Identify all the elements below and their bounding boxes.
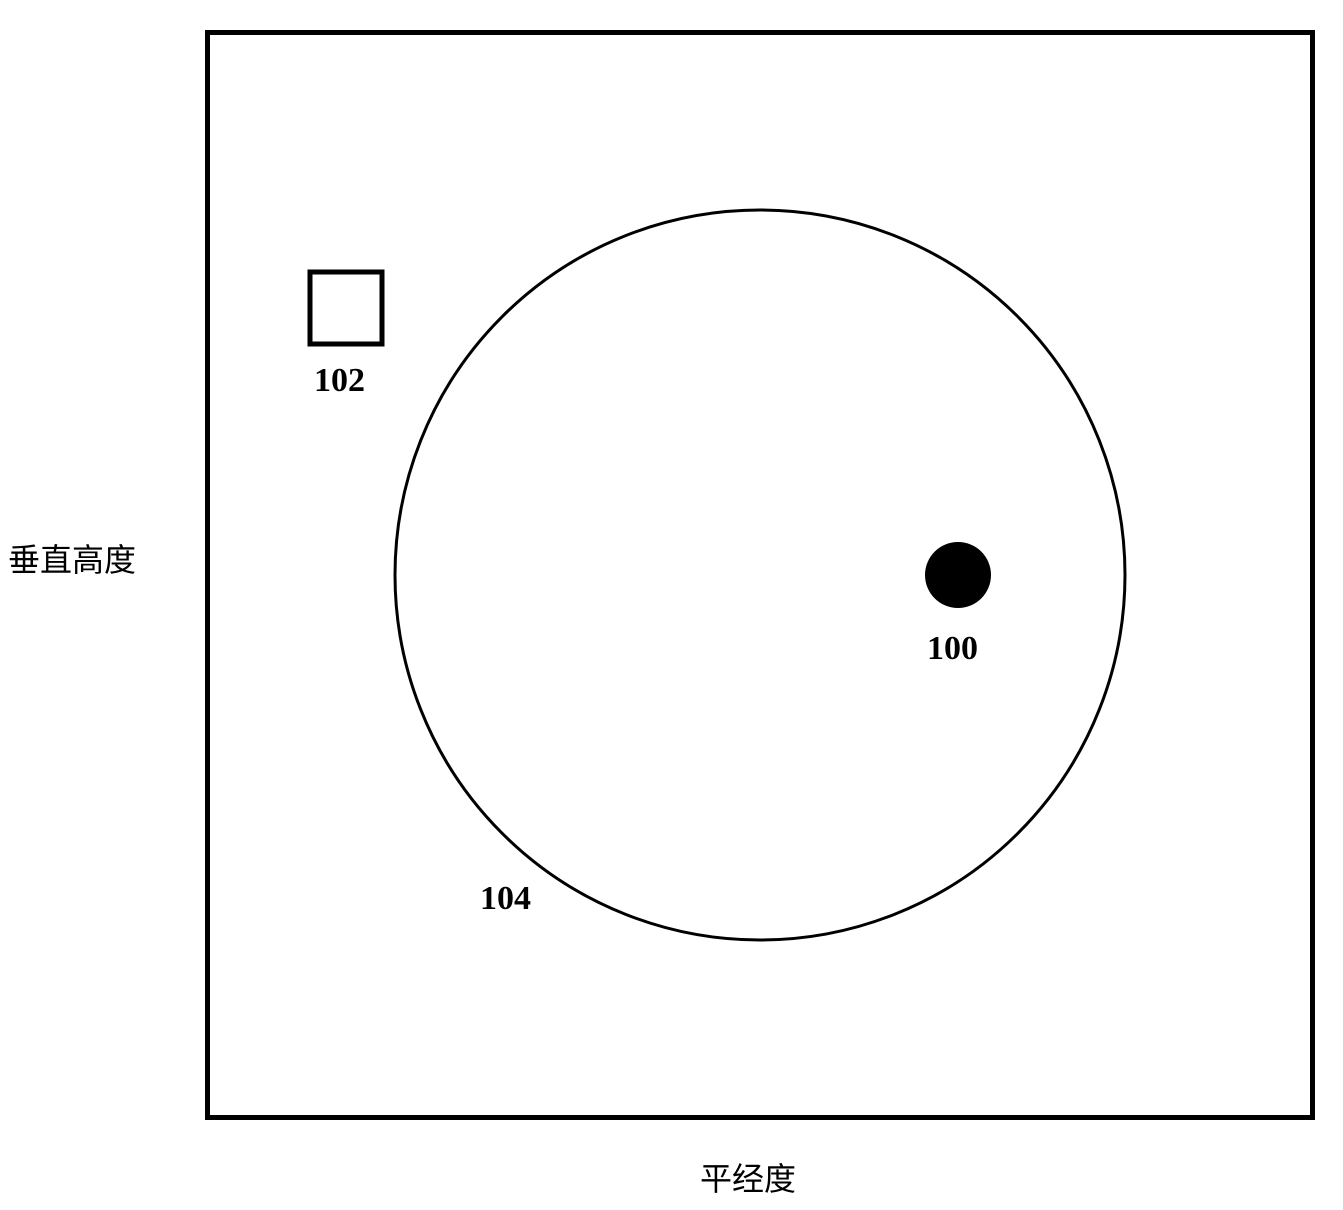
small-square: [310, 272, 382, 344]
ref-label-102: 102: [314, 362, 365, 400]
ref-label-104: 104: [480, 880, 531, 918]
large-circle: [395, 210, 1125, 940]
ref-label-100: 100: [927, 630, 978, 668]
filled-dot: [925, 542, 991, 608]
diagram-svg: [0, 0, 1343, 1210]
